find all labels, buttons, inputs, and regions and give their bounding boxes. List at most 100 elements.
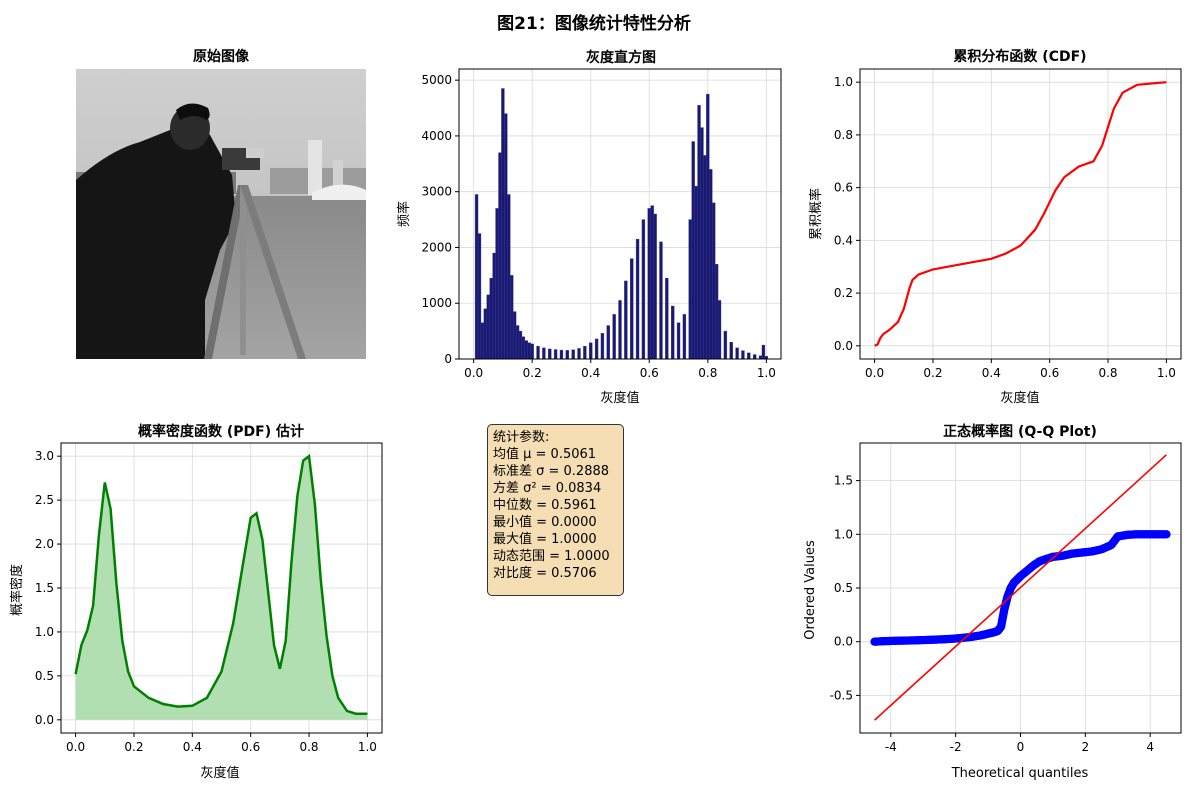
- qq-points: [870, 530, 1171, 646]
- pdf-ytick-label: 3.0: [35, 449, 54, 463]
- pdf-xtick-label: 0.4: [183, 740, 202, 754]
- histogram-bar: [682, 314, 687, 360]
- cdf-xtick-label: 1.0: [1157, 366, 1176, 380]
- histogram-bar: [665, 277, 669, 360]
- cdf-grid: [860, 69, 1181, 359]
- pdf-ytick-label: 1.0: [35, 625, 54, 639]
- histogram-bar: [630, 258, 634, 360]
- histogram-bar: [618, 300, 622, 360]
- histogram-bar: [565, 350, 569, 360]
- qq-point: [1162, 530, 1171, 539]
- histogram-bar: [530, 343, 534, 360]
- histogram-bar: [747, 352, 751, 360]
- histogram-bar: [624, 280, 628, 360]
- stats-line: 最大值 = 1.0000: [493, 532, 597, 547]
- qq-xtick-label: 0: [1017, 740, 1025, 754]
- histogram-bar: [688, 219, 692, 360]
- histogram-bar: [706, 93, 710, 360]
- histogram-ytick-label: 4000: [421, 129, 452, 143]
- stats-line: 对比度 = 0.5706: [493, 566, 597, 581]
- histogram-bar: [559, 349, 564, 360]
- pdf-xtick-label: 0.8: [299, 740, 318, 754]
- pdf-ylabel: 概率密度: [9, 564, 25, 616]
- histogram-bar: [504, 113, 508, 360]
- pdf-xtick-label: 1.0: [358, 740, 377, 754]
- histogram-xtick-label: 0.8: [698, 366, 717, 380]
- histogram-bar: [521, 336, 526, 360]
- stats-line: 中位数 = 0.5961: [493, 498, 597, 513]
- histogram-bar: [571, 349, 575, 360]
- histogram-bar: [735, 347, 739, 360]
- pdf-xtick-label: 0.2: [124, 740, 143, 754]
- histogram-bar: [723, 330, 728, 360]
- histogram-bar: [542, 347, 546, 360]
- cdf-frame: [859, 68, 1182, 360]
- pdf-line: [74, 453, 368, 715]
- histogram-bar: [752, 354, 757, 360]
- qq-xtick-label: 2: [1082, 740, 1090, 754]
- histogram-bar: [709, 169, 713, 360]
- histogram-bar: [548, 348, 552, 360]
- qq-ytick-label: 1.0: [834, 527, 853, 541]
- cdf-title: 累积分布函数 (CDF): [953, 48, 1086, 65]
- histogram-bar: [697, 105, 701, 360]
- histogram-bar: [600, 333, 605, 360]
- qq-ytick-label: 1.5: [834, 474, 853, 488]
- histogram-bar: [577, 348, 581, 360]
- qq-ytick-label: 0.5: [834, 581, 853, 595]
- qq-xlabel: Theoretical quantiles: [951, 766, 1089, 781]
- histogram-bar: [583, 345, 587, 360]
- histogram-bar: [703, 155, 707, 360]
- cdf-ytick-label: 0.8: [834, 128, 853, 142]
- histogram-bar: [594, 338, 599, 360]
- histogram-ytick-label: 3000: [421, 185, 452, 199]
- histogram-frame: [458, 68, 782, 360]
- pdf-xlabel: 灰度值: [200, 765, 239, 781]
- histogram-bar: [527, 342, 531, 360]
- histogram-bar: [758, 355, 763, 360]
- histogram-bar: [536, 345, 540, 360]
- histogram-bar: [510, 275, 514, 360]
- histogram-bar: [691, 141, 695, 360]
- histogram-bar: [498, 152, 502, 360]
- image-panel-title: 原始图像: [193, 48, 250, 65]
- histogram-xtick-label: 0.2: [523, 366, 542, 380]
- histogram-ytick-label: 2000: [421, 240, 452, 254]
- histogram-bar: [489, 277, 493, 360]
- cdf-xtick-label: 0.0: [865, 366, 884, 380]
- cdf-xtick-label: 0.6: [1040, 366, 1059, 380]
- pdf-ytick-label: 2.5: [35, 493, 54, 507]
- histogram-bar: [483, 308, 488, 360]
- qq-ytick-label: -0.5: [830, 688, 853, 702]
- histogram-bar: [659, 241, 663, 360]
- histogram-ytick-label: 5000: [421, 73, 452, 87]
- cdf-xtick-label: 0.8: [1098, 366, 1117, 380]
- histogram-bar: [700, 127, 704, 360]
- pdf-ytick-label: 2.0: [35, 537, 54, 551]
- stats-line: 动态范围 = 1.0000: [493, 549, 610, 564]
- pdf-fill-area: [75, 456, 368, 720]
- histogram-ytick-label: 1000: [421, 296, 452, 310]
- histogram-bar: [641, 219, 646, 360]
- histogram-bar: [653, 213, 657, 360]
- cdf-ytick-label: 1.0: [834, 75, 853, 89]
- histogram-xtick-label: 1.0: [757, 366, 776, 380]
- histogram-bar: [474, 194, 479, 360]
- pdf-ytick-label: 0.5: [35, 669, 54, 683]
- histogram-bar: [676, 322, 681, 360]
- histogram-bar: [512, 311, 517, 360]
- histogram-xtick-label: 0.6: [640, 366, 659, 380]
- qq-xtick-label: -2: [950, 740, 962, 754]
- qq-title: 正态概率图 (Q-Q Plot): [943, 423, 1097, 440]
- histogram-bar: [501, 88, 505, 360]
- qq-xtick-label: -4: [885, 740, 897, 754]
- histogram-title: 灰度直方图: [586, 49, 656, 66]
- histogram-bar: [714, 263, 719, 360]
- histogram-bar: [477, 233, 482, 360]
- histogram-bar: [480, 322, 485, 360]
- stats-header: 统计参数:: [493, 430, 550, 445]
- histogram-bar: [635, 238, 640, 360]
- histogram-xtick-label: 0.0: [464, 366, 483, 380]
- histogram-bar: [507, 194, 511, 360]
